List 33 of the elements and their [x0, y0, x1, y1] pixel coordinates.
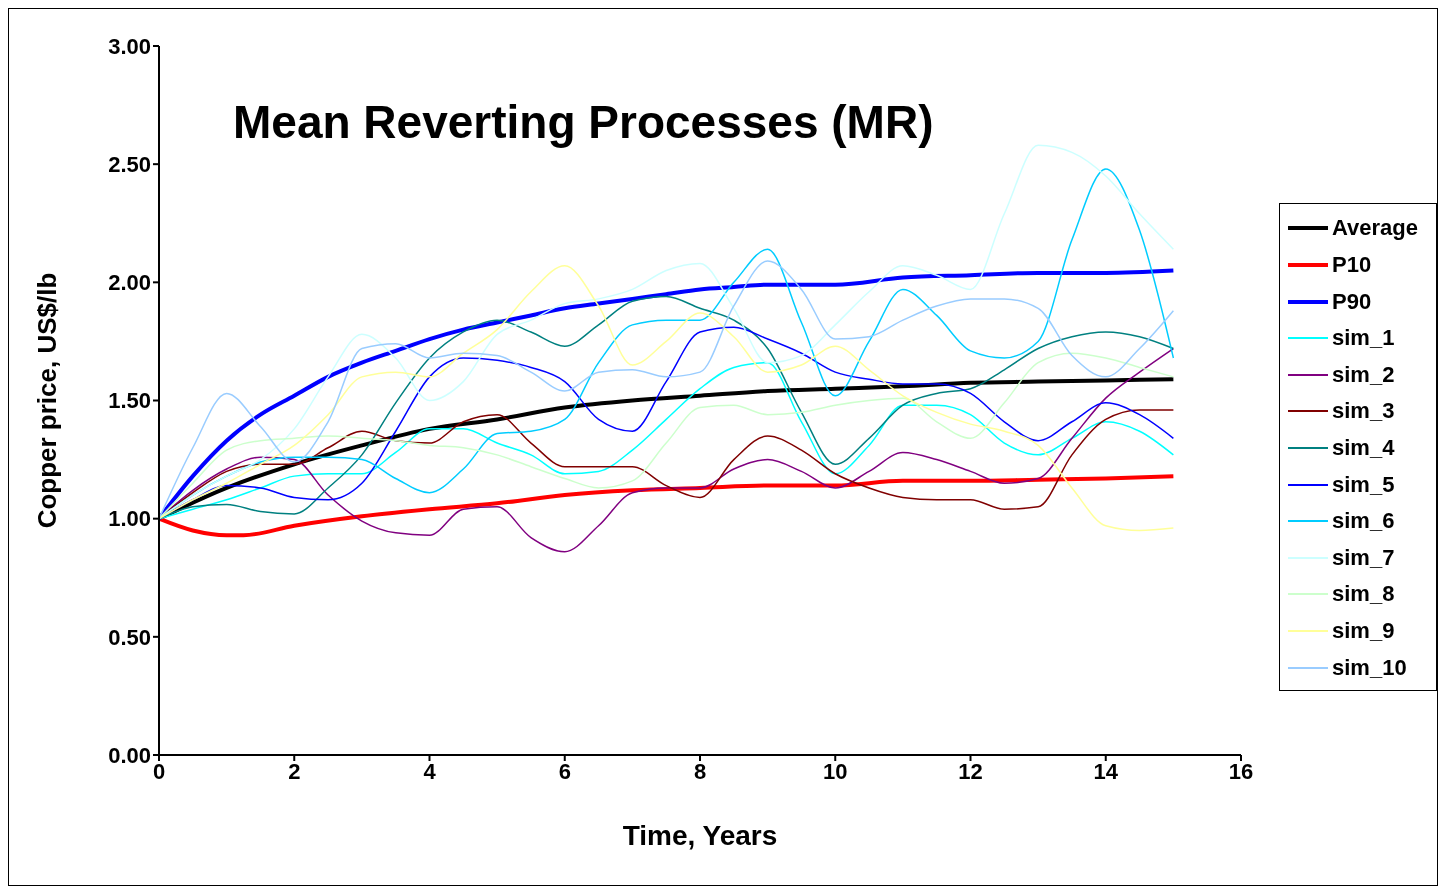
legend-label: sim_1 [1332, 325, 1395, 352]
x-axis-title: Time, Years [622, 820, 778, 851]
legend-label: sim_2 [1332, 361, 1395, 388]
legend-label: sim_5 [1332, 471, 1395, 498]
x-tick-label: 16 [1228, 758, 1254, 784]
x-tick-label: 10 [823, 758, 848, 784]
y-tick-label: 0.00 [108, 742, 151, 768]
x-tick-label: 2 [288, 758, 301, 784]
y-tick-label: 3.00 [108, 33, 151, 59]
x-tick-label: 0 [152, 758, 166, 784]
line-series [159, 474, 1176, 538]
y-tick-label: 0.50 [108, 624, 151, 650]
y-tick-label: 1.00 [108, 506, 151, 532]
legend-label: sim_10 [1332, 654, 1407, 681]
y-tick-label: 2.00 [108, 270, 151, 296]
x-tick-label: 8 [693, 758, 707, 784]
legend-label: sim_7 [1332, 544, 1395, 571]
legend-label: sim_3 [1332, 398, 1395, 425]
x-tick-label: 14 [1093, 758, 1119, 784]
x-tick-label: 12 [958, 758, 983, 784]
legend-label: sim_8 [1332, 581, 1395, 608]
x-tick-label: 4 [423, 758, 437, 784]
y-tick-label: 2.50 [108, 151, 151, 177]
legend-label: sim_4 [1332, 435, 1395, 461]
legend-label: Average [1332, 215, 1419, 242]
legend-label: P90 [1332, 288, 1372, 315]
legend-label: P10 [1332, 252, 1372, 279]
legend-label: sim_6 [1332, 508, 1395, 535]
x-tick-label: 6 [558, 758, 571, 784]
y-axis-title: Copper price, US$/lb [32, 272, 63, 529]
y-tick-label: 1.50 [108, 388, 151, 414]
text: Mean Reverting Processes (MR) [233, 95, 934, 149]
legend-label: sim_9 [1332, 617, 1395, 644]
